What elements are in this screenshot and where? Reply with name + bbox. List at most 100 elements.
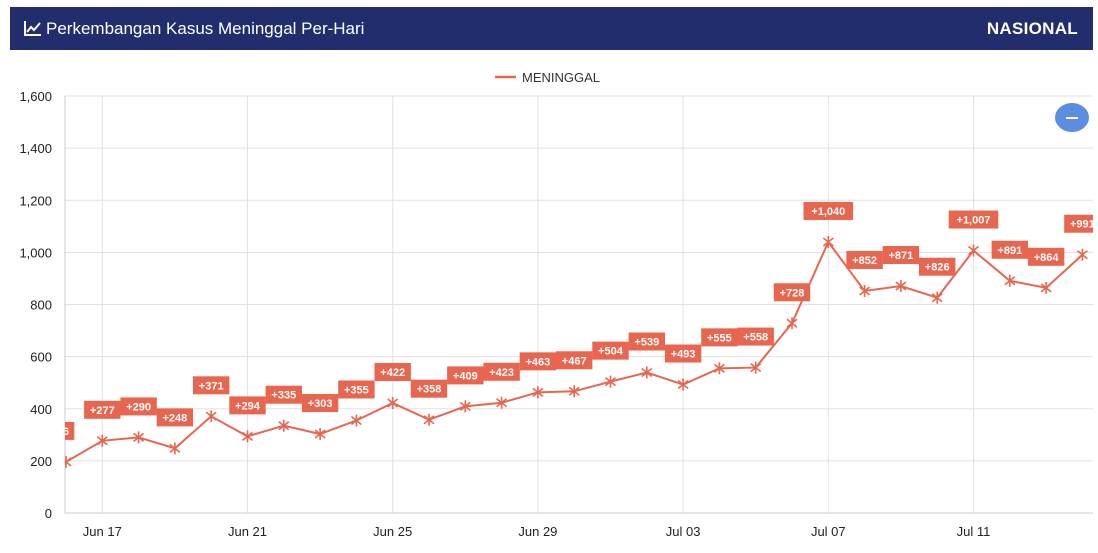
data-point[interactable] bbox=[96, 434, 108, 447]
data-label-bg bbox=[156, 408, 194, 427]
data-label: +864 bbox=[1034, 252, 1060, 264]
data-label-bg bbox=[410, 379, 448, 398]
data-point[interactable] bbox=[314, 428, 326, 441]
data-label: +463 bbox=[526, 356, 551, 368]
data-label: +290 bbox=[126, 401, 151, 413]
data-point[interactable] bbox=[459, 400, 471, 413]
x-tick-label: Jun 29 bbox=[518, 524, 557, 539]
data-label: +371 bbox=[199, 380, 224, 392]
data-label-bg bbox=[519, 352, 557, 371]
data-label: +248 bbox=[163, 412, 188, 424]
data-label-bg bbox=[592, 341, 629, 360]
data-label-bg bbox=[846, 250, 883, 269]
x-tick-label: Jun 21 bbox=[228, 524, 267, 539]
data-label-bg bbox=[556, 351, 593, 370]
data-point[interactable] bbox=[532, 386, 544, 399]
data-point[interactable] bbox=[387, 397, 399, 410]
data-label-bg bbox=[483, 362, 520, 381]
data-point[interactable] bbox=[822, 235, 834, 248]
x-tick-label: Jun 17 bbox=[83, 524, 122, 539]
data-label-bg bbox=[229, 396, 266, 415]
data-point[interactable] bbox=[278, 419, 290, 432]
data-label-bg bbox=[773, 283, 811, 302]
data-label-bg bbox=[628, 332, 665, 351]
data-label: +277 bbox=[90, 405, 115, 417]
data-point[interactable] bbox=[205, 410, 217, 423]
y-tick-label: 200 bbox=[30, 454, 52, 469]
data-label: +728 bbox=[780, 287, 805, 299]
data-point[interactable] bbox=[350, 414, 362, 427]
data-point[interactable] bbox=[641, 366, 653, 379]
line-chart-icon bbox=[24, 21, 41, 36]
data-label-bg bbox=[1027, 247, 1065, 266]
data-point[interactable] bbox=[496, 396, 508, 409]
data-label: +422 bbox=[380, 367, 405, 379]
chart-title: Perkembangan Kasus Meninggal Per-Hari bbox=[46, 19, 365, 38]
y-tick-label: 1,000 bbox=[19, 245, 52, 260]
y-tick-label: 800 bbox=[30, 298, 52, 313]
line-chart: 0 200 400 600 800 1,000 1,200 1,400 1,600 Jun 17 J… bbox=[19, 70, 1095, 539]
data-label: +539 bbox=[634, 337, 659, 349]
data-label: +1,040 bbox=[811, 206, 845, 218]
data-label: +423 bbox=[489, 367, 514, 379]
series-group: 6 +277 +290 +248 +371 +294 +335 +303 +355 +422 +35… bbox=[61, 201, 1095, 468]
y-tick-label: 1,600 bbox=[19, 89, 52, 104]
data-point[interactable] bbox=[677, 378, 689, 391]
x-tick-label: Jul 03 bbox=[666, 524, 701, 539]
scope-label: NASIONAL bbox=[986, 19, 1078, 38]
data-label: +303 bbox=[308, 398, 333, 410]
data-label-bg bbox=[65, 421, 75, 440]
data-label: +467 bbox=[562, 355, 587, 367]
data-label-bg bbox=[120, 397, 157, 416]
data-point[interactable] bbox=[423, 413, 435, 426]
data-point[interactable] bbox=[859, 284, 871, 297]
data-label-bg bbox=[1064, 214, 1093, 233]
collapse-button[interactable] bbox=[1055, 103, 1089, 132]
data-label-bg bbox=[193, 376, 230, 395]
data-point[interactable] bbox=[750, 361, 762, 374]
data-point[interactable] bbox=[169, 442, 181, 455]
data-point[interactable] bbox=[568, 385, 580, 398]
data-label: +504 bbox=[598, 346, 624, 358]
data-label-bg bbox=[701, 328, 738, 347]
data-point[interactable] bbox=[968, 244, 979, 257]
data-label: +493 bbox=[671, 349, 696, 361]
data-label: +358 bbox=[417, 384, 442, 396]
data-point[interactable] bbox=[133, 431, 145, 444]
data-label: +852 bbox=[852, 255, 877, 267]
data-label-bg bbox=[374, 363, 411, 382]
data-point[interactable] bbox=[713, 362, 725, 375]
x-tick-label: Jun 25 bbox=[373, 524, 412, 539]
x-tick-label: Jul 07 bbox=[811, 524, 846, 539]
data-point[interactable] bbox=[1004, 274, 1016, 287]
data-point[interactable] bbox=[61, 455, 72, 468]
data-point[interactable] bbox=[895, 279, 907, 292]
data-point[interactable] bbox=[1040, 281, 1052, 294]
data-label-bg bbox=[737, 327, 774, 346]
data-label: +355 bbox=[344, 384, 369, 396]
y-tick-label: 600 bbox=[30, 350, 52, 365]
data-label-bg bbox=[991, 240, 1028, 259]
data-point[interactable] bbox=[931, 291, 943, 304]
data-label-bg bbox=[338, 380, 375, 399]
data-label: +294 bbox=[235, 400, 261, 412]
data-label-bg bbox=[803, 201, 854, 220]
data-label: +555 bbox=[707, 332, 732, 344]
y-tick-label: 1,200 bbox=[19, 193, 52, 208]
y-tick-label: 1,400 bbox=[19, 141, 52, 156]
data-label: +409 bbox=[453, 370, 478, 382]
data-point[interactable] bbox=[1076, 248, 1088, 261]
data-label-bg bbox=[447, 366, 484, 385]
data-label: 6 bbox=[63, 426, 69, 438]
data-point[interactable] bbox=[605, 375, 616, 388]
y-tick-label: 400 bbox=[30, 402, 52, 417]
data-label: +991 bbox=[1070, 219, 1095, 231]
data-label-bg bbox=[265, 385, 302, 404]
data-point[interactable] bbox=[786, 317, 798, 330]
data-label: +891 bbox=[997, 245, 1022, 257]
data-label-bg bbox=[84, 400, 121, 419]
data-label-bg bbox=[664, 344, 702, 363]
data-point[interactable] bbox=[242, 430, 253, 443]
data-label: +1,007 bbox=[957, 215, 991, 227]
data-label: +558 bbox=[743, 332, 768, 344]
